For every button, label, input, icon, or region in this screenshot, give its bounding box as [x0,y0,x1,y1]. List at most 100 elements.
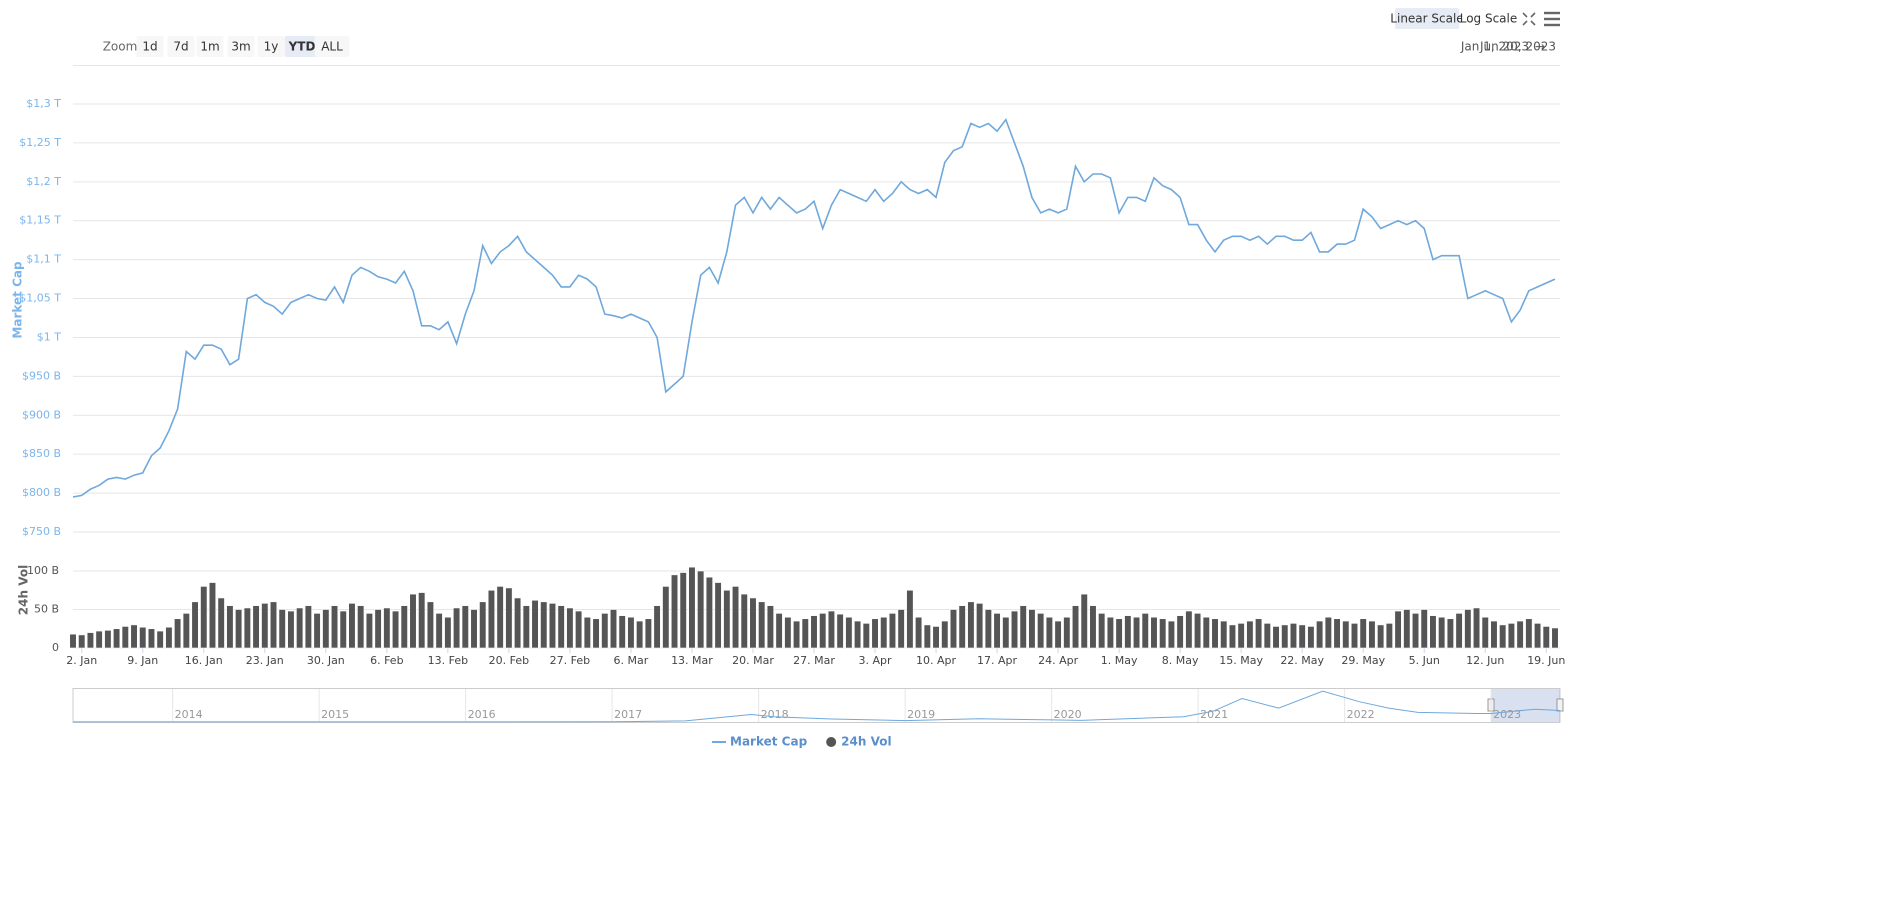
volume-bar [583,616,591,649]
x-tick-label: 17. Apr [977,654,1017,667]
volume-bar [1028,609,1036,649]
volume-bar [749,597,757,649]
y-tick-label: $900 B [22,408,61,421]
volume-bar [1324,616,1332,649]
legend-item[interactable]: 24h Vol [826,735,892,749]
volume-bar [976,603,984,649]
volume-bar [174,618,182,649]
volume-bar [391,610,400,649]
volume-bar [688,566,696,649]
button-bg[interactable] [284,36,320,57]
y-tick-label: $1,25 T [19,136,61,149]
x-tick-label: 2. Jan [66,654,97,667]
button-bg[interactable] [196,36,224,57]
volume-bar [287,610,295,649]
volume-bar [949,609,958,649]
volume-bar [304,605,312,649]
button-label[interactable]: Log Scale [1460,12,1518,26]
volume-bar [1167,620,1175,649]
x-tick-label: 6. Feb [370,654,403,667]
zoom-button[interactable]: 1m [196,36,224,57]
volume-bar [880,616,888,649]
volume-bar [1263,623,1271,649]
x-tick-label: 16. Jan [185,654,223,667]
volume-bar [540,601,548,649]
button-label[interactable]: 1d [142,40,157,54]
button-bg[interactable] [136,36,164,57]
button-bg[interactable] [314,36,350,57]
button-label[interactable]: 7d [173,40,188,54]
volume-bar [1115,618,1123,649]
zoom-button[interactable]: 7d [167,36,195,57]
legend-label[interactable]: Market Cap [730,735,808,749]
button-bg[interactable] [257,36,285,57]
navigator-tick-label: 2022 [1347,708,1375,721]
x-tick-label: 22. May [1280,654,1324,667]
volume-bar [139,626,147,649]
menu-icon[interactable] [1544,11,1560,27]
volume-bar [147,628,156,649]
scale-button[interactable]: Log Scale [1460,8,1518,29]
volume-bar [374,609,382,649]
button-label[interactable]: Linear Scale [1390,12,1463,26]
button-bg[interactable] [1395,8,1459,29]
volume-bar [1542,626,1550,649]
navigator-selection[interactable] [1491,689,1560,722]
legend-label[interactable]: 24h Vol [841,735,891,749]
y-tick-label: $1,3 T [26,97,61,110]
button-bg[interactable] [227,36,255,57]
volume-bar [1063,616,1071,649]
volume-bar [810,615,818,649]
zoom-button[interactable]: 1d [136,36,164,57]
x-tick-label: 13. Mar [671,654,713,667]
legend-item[interactable]: Market Cap [712,735,808,749]
x-tick-label: 13. Feb [428,654,468,667]
volume-bar [1272,626,1280,649]
range-from: Jan 1, 2023 [1460,40,1529,54]
volume-bar [1098,613,1106,649]
x-tick-label: 15. May [1219,654,1263,667]
volume-bar [670,574,679,649]
navigator-tick-label: 2015 [321,708,349,721]
zoom-button[interactable]: 1y [257,36,285,57]
volume-bar [958,605,966,649]
volume-bar [191,601,199,649]
volume-bar [453,607,461,649]
volume-bar [208,582,217,649]
volume-bar [156,630,164,649]
volume-bar [1037,613,1045,649]
button-label[interactable]: 1m [200,40,219,54]
scale-button[interactable]: Linear Scale [1390,8,1464,29]
x-tick-label: 23. Jan [246,654,284,667]
volume-bar [836,613,844,649]
button-bg[interactable] [167,36,195,57]
button-bg[interactable] [1462,8,1515,29]
y2-axis-title: 24h Vol [17,565,31,615]
volume-bar [609,609,618,649]
volume-bar [1533,623,1542,649]
volume-bar [217,597,225,649]
volume-bar [784,616,792,649]
volume-bar [1002,616,1010,649]
volume-bar [601,613,609,649]
y2-tick-label: 50 B [34,603,59,616]
fullscreen-icon[interactable] [1522,12,1536,26]
volume-bar [984,609,992,649]
volume-bar [339,610,347,649]
navigator-handle[interactable] [1556,698,1564,712]
volume-bar [252,605,260,649]
button-label[interactable]: YTD [288,40,316,54]
volume-bar [69,633,77,649]
zoom-button[interactable]: YTD [284,36,320,57]
volume-bar [845,616,853,649]
volume-bar [522,605,530,649]
button-label[interactable]: ALL [321,40,343,54]
zoom-button[interactable]: 3m [227,36,255,57]
button-label[interactable]: 1y [264,40,279,54]
volume-bar [1429,615,1437,649]
zoom-button[interactable]: ALL [314,36,350,57]
volume-bar [679,572,687,649]
button-label[interactable]: 3m [231,40,250,54]
y-tick-label: $750 B [22,525,61,538]
volume-bar [1141,613,1149,649]
